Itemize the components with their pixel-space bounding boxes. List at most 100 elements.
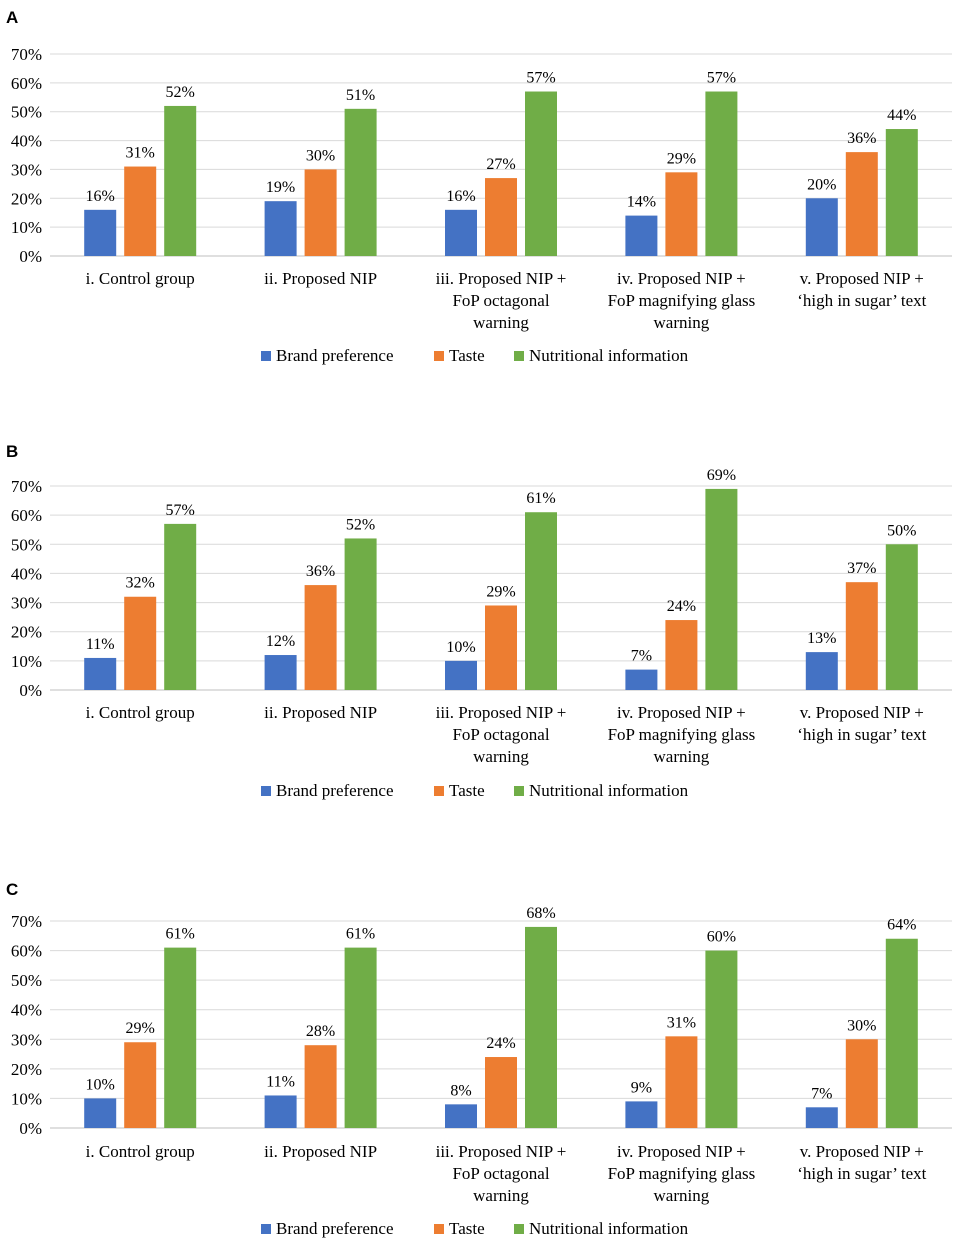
- legend: Brand preference Taste Nutritional informa…: [261, 346, 689, 365]
- legend-label: Taste: [449, 1219, 485, 1238]
- data-label: 14%: [627, 194, 656, 211]
- data-label: 28%: [306, 1023, 335, 1040]
- data-label: 11%: [86, 636, 115, 653]
- bar-taste: [845, 582, 878, 690]
- legend-swatch: [514, 351, 524, 361]
- bar-nutritional-information: [705, 488, 738, 690]
- bar-taste: [304, 169, 337, 256]
- data-label: 19%: [266, 179, 295, 196]
- category-label: v. Proposed NIP + ‘high in sugar’ text: [797, 703, 926, 744]
- bar-taste: [124, 1042, 157, 1128]
- y-tick-label: 70%: [11, 45, 42, 64]
- data-label: 29%: [667, 150, 696, 167]
- data-label: 8%: [450, 1082, 471, 1099]
- legend-label: Nutritional information: [529, 346, 689, 365]
- bar-brand-preference: [264, 201, 297, 256]
- data-label: 9%: [631, 1079, 652, 1096]
- data-label: 20%: [807, 176, 836, 193]
- data-label: 24%: [486, 1035, 515, 1052]
- legend: Brand preference Taste Nutritional informa…: [261, 1219, 689, 1238]
- data-label: 61%: [526, 490, 555, 507]
- data-label: 13%: [807, 630, 836, 647]
- bar-nutritional-information: [525, 512, 557, 690]
- bar-taste: [665, 172, 698, 256]
- y-tick-label: 30%: [11, 594, 42, 613]
- bar-taste: [124, 166, 157, 256]
- data-label: 61%: [346, 926, 375, 943]
- category-label: iii. Proposed NIP + FoP octagonal warning: [436, 703, 567, 766]
- data-label: 51%: [346, 87, 375, 104]
- legend-swatch: [434, 1224, 444, 1234]
- y-tick-label: 20%: [11, 1060, 42, 1079]
- data-label: 29%: [126, 1020, 155, 1037]
- bar-brand-preference: [625, 669, 658, 690]
- y-tick-label: 30%: [11, 1030, 42, 1049]
- y-tick-label: 50%: [11, 971, 42, 990]
- category-label: v. Proposed NIP + ‘high in sugar’ text: [797, 1142, 926, 1183]
- data-label: 11%: [266, 1073, 295, 1090]
- bar-brand-preference: [805, 652, 838, 690]
- y-tick-label: 70%: [11, 477, 42, 496]
- y-tick-label: 20%: [11, 623, 42, 642]
- bar-taste: [665, 1036, 698, 1128]
- legend-label: Nutritional information: [529, 781, 689, 800]
- y-tick-label: 0%: [19, 247, 42, 266]
- bar-nutritional-information: [885, 938, 918, 1128]
- legend-swatch: [514, 786, 524, 796]
- legend-label: Brand preference: [276, 781, 394, 800]
- bar-nutritional-information: [525, 926, 557, 1128]
- legend-label: Brand preference: [276, 1219, 394, 1238]
- data-label: 50%: [887, 522, 916, 539]
- bar-brand-preference: [805, 198, 838, 256]
- data-label: 68%: [526, 905, 555, 922]
- data-label: 29%: [486, 583, 515, 600]
- panel-letter: C: [6, 880, 18, 899]
- data-label: 16%: [86, 188, 115, 205]
- data-label: 7%: [811, 1085, 832, 1102]
- data-label: 36%: [847, 130, 876, 147]
- bar-brand-preference: [805, 1107, 838, 1128]
- y-tick-label: 50%: [11, 535, 42, 554]
- data-label: 36%: [306, 563, 335, 580]
- panel-letter: B: [6, 442, 18, 461]
- category-label: v. Proposed NIP + ‘high in sugar’ text: [797, 269, 926, 310]
- bar-nutritional-information: [525, 91, 557, 256]
- chart-panel-c: C 0% 10% 20% 30% 40% 50% 60% 70% 10% 29% 61% i. Cont…: [6, 880, 952, 1238]
- category-label: ii. Proposed NIP: [264, 703, 377, 722]
- bar-nutritional-information: [885, 129, 918, 256]
- bar-brand-preference: [84, 1098, 117, 1128]
- bar-brand-preference: [625, 1101, 658, 1128]
- bar-nutritional-information: [344, 538, 377, 690]
- legend-swatch: [261, 786, 271, 796]
- legend-label: Brand preference: [276, 346, 394, 365]
- category-label: i. Control group: [86, 269, 195, 288]
- data-label: 24%: [667, 598, 696, 615]
- bar-brand-preference: [445, 1104, 477, 1128]
- y-tick-label: 70%: [11, 912, 42, 931]
- bar-taste: [485, 178, 517, 256]
- data-label: 30%: [306, 147, 335, 164]
- bar-taste: [845, 152, 878, 256]
- bar-taste: [124, 596, 157, 690]
- y-tick-label: 60%: [11, 942, 42, 961]
- data-label: 31%: [126, 145, 155, 162]
- data-label: 37%: [847, 560, 876, 577]
- data-label: 27%: [486, 156, 515, 173]
- category-label: ii. Proposed NIP: [264, 1142, 377, 1161]
- legend-label: Nutritional information: [529, 1219, 689, 1238]
- y-tick-label: 40%: [11, 132, 42, 151]
- bar-nutritional-information: [344, 947, 377, 1128]
- data-label: 32%: [126, 575, 155, 592]
- data-label: 31%: [667, 1014, 696, 1031]
- y-tick-label: 40%: [11, 1001, 42, 1020]
- bar-taste: [485, 605, 517, 690]
- y-tick-label: 50%: [11, 103, 42, 122]
- bar-nutritional-information: [344, 108, 377, 256]
- bar-taste: [304, 585, 337, 690]
- category-label: ii. Proposed NIP: [264, 269, 377, 288]
- data-label: 64%: [887, 917, 916, 934]
- chart-panel-a: A 0% 10% 20% 30% 40% 50% 60% 70% 16% 31% 52% i. Cont…: [6, 8, 952, 365]
- bar-nutritional-information: [885, 544, 918, 690]
- y-tick-label: 30%: [11, 160, 42, 179]
- data-label: 10%: [86, 1076, 115, 1093]
